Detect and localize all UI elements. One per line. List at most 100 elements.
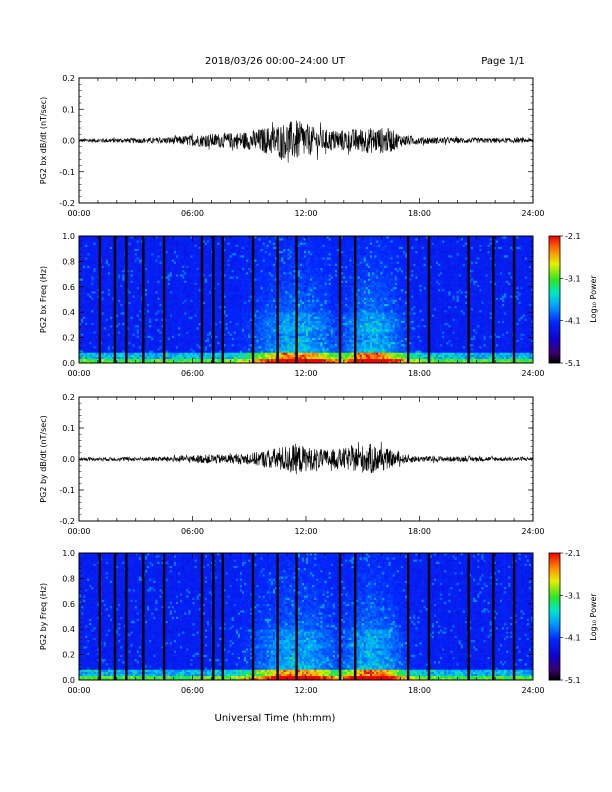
spectrogram-cell <box>226 316 228 318</box>
spectrogram-cell <box>147 344 149 346</box>
spectrogram-cell <box>96 278 98 280</box>
spectrogram-cell <box>190 270 192 272</box>
spectrogram-cell <box>174 268 176 270</box>
spectrogram-cell <box>244 242 246 244</box>
spectrogram-cell <box>139 329 141 331</box>
spectrogram-cell <box>137 300 139 302</box>
spectrogram-cell <box>120 291 122 293</box>
spectrogram-cell <box>188 348 190 350</box>
spectrogram-cell <box>153 327 155 329</box>
spectrogram-cell <box>104 325 106 327</box>
spectrogram-cell <box>170 266 172 268</box>
spectrogram-cell <box>106 259 108 261</box>
spectrogram-cell <box>234 257 236 259</box>
spectrogram-cell <box>159 323 161 325</box>
spectrogram-cell <box>91 338 93 340</box>
spectrogram-cell <box>108 249 110 251</box>
spectrogram-cell <box>104 276 106 278</box>
spectrogram-cell <box>228 272 230 274</box>
spectrogram-cell <box>234 319 236 321</box>
spectrogram-cell <box>203 329 205 331</box>
spectrogram-cell <box>91 300 93 302</box>
spectrogram-cell <box>178 249 180 251</box>
spectrogram-cell <box>197 323 199 325</box>
spectrogram-cell <box>102 316 104 318</box>
spectrogram-cell <box>176 249 178 251</box>
spectrogram-cell <box>244 289 246 291</box>
spectrogram-cell <box>153 338 155 340</box>
spectrogram-cell <box>129 244 131 246</box>
spectrogram-cell <box>116 346 118 348</box>
spectrogram-cell <box>226 304 228 306</box>
spectrogram-cell <box>104 253 106 255</box>
spectrogram-cell <box>219 331 221 333</box>
spectrogram-cell <box>242 348 244 350</box>
spectrogram-cell <box>157 261 159 263</box>
spectrogram-cell <box>188 295 190 297</box>
spectrogram-cell <box>133 278 135 280</box>
spectrogram-cell <box>129 331 131 333</box>
spectrogram-cell <box>147 342 149 344</box>
spectrogram-cell <box>205 285 207 287</box>
spectrogram-cell <box>186 244 188 246</box>
spectrogram-cell <box>190 295 192 297</box>
spectrogram-cell <box>137 238 139 240</box>
spectrogram-cell <box>207 312 209 314</box>
spectrogram-cell <box>188 357 190 359</box>
spectrogram-cell <box>217 300 219 302</box>
spectrogram-cell <box>190 314 192 316</box>
spectrogram-cell <box>244 261 246 263</box>
spectrogram-cell <box>151 352 153 354</box>
spectrogram-cell <box>203 306 205 308</box>
spectrogram-cell <box>129 357 131 359</box>
spectrogram-cell <box>184 242 186 244</box>
spectrogram-cell <box>168 251 170 253</box>
spectrogram-cell <box>209 259 211 261</box>
spectrogram-cell <box>228 338 230 340</box>
spectrogram-cell <box>89 300 91 302</box>
spectrogram-cell <box>122 297 124 299</box>
spectrogram-cell <box>240 357 242 359</box>
spectrogram-cell <box>110 304 112 306</box>
spectrogram-cell <box>238 274 240 276</box>
spectrogram-cell <box>230 316 232 318</box>
spectrogram-cell <box>215 240 217 242</box>
spectrogram-cell <box>219 350 221 352</box>
spectrogram-cell <box>110 355 112 357</box>
spectrogram-cell <box>207 350 209 352</box>
spectrogram-cell <box>242 308 244 310</box>
spectrogram-cell <box>137 259 139 261</box>
spectrogram-cell <box>122 242 124 244</box>
spectrogram-cell <box>168 259 170 261</box>
spectrogram-cell <box>110 257 112 259</box>
spectrogram-cell <box>193 266 195 268</box>
spectrogram-cell <box>104 244 106 246</box>
spectrogram-cell <box>168 247 170 249</box>
spectrogram-cell <box>137 302 139 304</box>
spectrogram-cell <box>89 316 91 318</box>
spectrogram-cell <box>172 333 174 335</box>
spectrogram-cell <box>207 257 209 259</box>
spectrogram-cell <box>108 295 110 297</box>
spectrogram-cell <box>209 280 211 282</box>
spectrogram-cell <box>93 331 95 333</box>
spectrogram-cell <box>207 316 209 318</box>
spectrogram-cell <box>96 323 98 325</box>
spectrogram-cell <box>236 321 238 323</box>
spectrogram-cell <box>120 240 122 242</box>
spectrogram-cell <box>96 259 98 261</box>
spectrogram-cell <box>190 312 192 314</box>
spectrogram-cell <box>157 316 159 318</box>
spectrogram-cell <box>110 278 112 280</box>
spectrogram-cell <box>184 327 186 329</box>
spectrogram-cell <box>91 333 93 335</box>
spectrogram-cell <box>244 338 246 340</box>
spectrogram-cell <box>190 327 192 329</box>
spectrogram-cell <box>182 272 184 274</box>
spectrogram-cell <box>184 346 186 348</box>
spectrogram-cell <box>135 350 137 352</box>
spectrogram-cell <box>149 300 151 302</box>
spectrogram-cell <box>232 312 234 314</box>
spectrogram-cell <box>226 321 228 323</box>
spectrogram-cell <box>93 247 95 249</box>
